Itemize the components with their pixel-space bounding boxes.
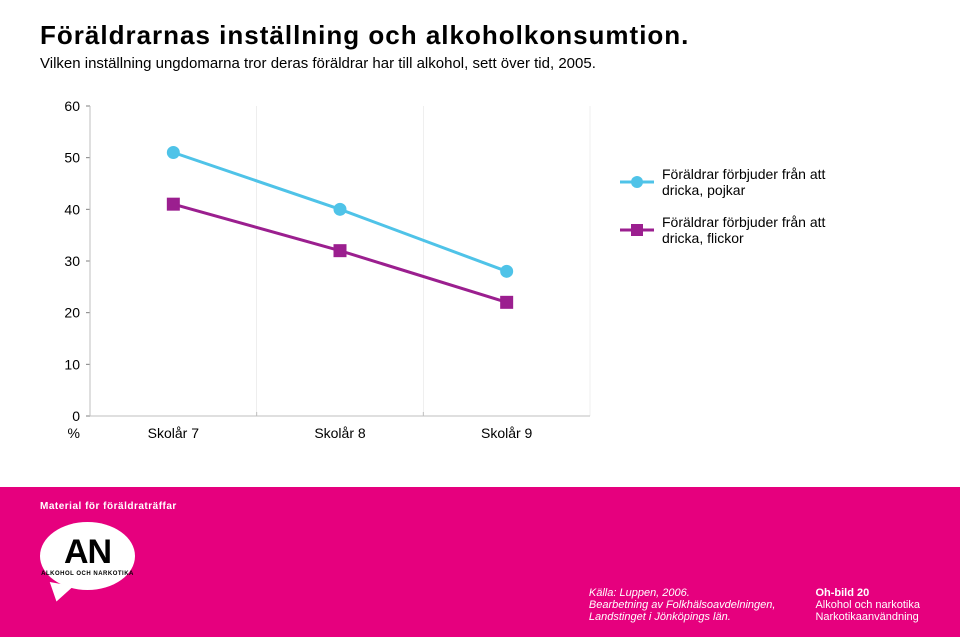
logo-text: AN [64,535,111,569]
svg-text:20: 20 [64,305,80,321]
oh-title: Oh-bild 20 [815,587,920,599]
oh-sub: Narkotikaanvändning [815,611,920,623]
svg-text:50: 50 [64,150,80,166]
footer: Material för föräldraträffar AN ALKOHOL … [0,487,960,637]
svg-text:40: 40 [64,201,80,217]
source-line: Landstinget i Jönköpings län. [589,611,776,623]
legend-item: Föräldrar förbjuder från att dricka, poj… [620,166,842,198]
svg-text:0: 0 [72,408,80,424]
source-line: Källa: Luppen, 2006. [589,587,776,599]
line-chart: 0 10 20 30 40 50 60% Skolår 7 Skolår 8 Skolår 9 [40,96,600,456]
chart-area: 0 10 20 30 40 50 60% Skolår 7 Skolår 8 Skolår 9 F… [40,96,920,461]
svg-text:30: 30 [64,253,80,269]
oh-sub: Alkohol och narkotika [815,599,920,611]
legend-label: Föräldrar förbjuder från att dricka, fli… [662,214,842,246]
source-line: Bearbetning av Folkhälsoavdelningen, [589,599,776,611]
logo-bubble: AN ALKOHOL OCH NARKOTIKA [40,522,135,590]
footer-material-label: Material för föräldraträffar [40,501,920,512]
svg-text:60: 60 [64,98,80,114]
svg-text:Skolår 9: Skolår 9 [481,425,533,441]
chart-legend: Föräldrar förbjuder från att dricka, poj… [620,166,842,262]
source-block: Källa: Luppen, 2006. Bearbetning av Folk… [589,587,776,623]
legend-item: Föräldrar förbjuder från att dricka, fli… [620,214,842,246]
logo-subtext: ALKOHOL OCH NARKOTIKA [41,571,134,577]
oh-block: Oh-bild 20 Alkohol och narkotika Narkoti… [815,587,920,623]
svg-text:Skolår 8: Skolår 8 [314,425,366,441]
svg-text:Skolår 7: Skolår 7 [148,425,200,441]
page-title: Föräldrarnas inställning och alkoholkons… [40,20,920,51]
legend-marker-icon [620,175,654,189]
legend-marker-icon [620,223,654,237]
svg-text:%: % [68,425,80,441]
svg-text:10: 10 [64,356,80,372]
speech-tail-icon [47,582,74,604]
page-subtitle: Vilken inställning ungdomarna tror deras… [40,55,920,72]
legend-label: Föräldrar förbjuder från att dricka, poj… [662,166,842,198]
